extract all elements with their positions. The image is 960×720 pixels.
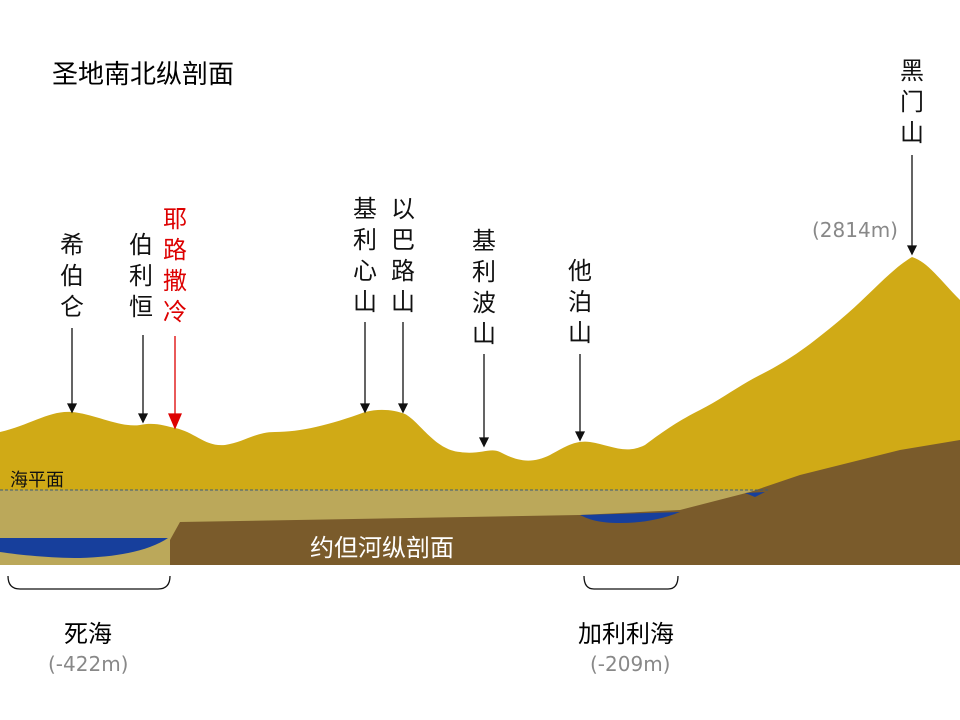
lake-elevation: (-209m)	[590, 652, 671, 676]
river-label: 约但河纵剖面	[310, 534, 454, 562]
peak-label: 黑门山	[900, 57, 924, 147]
lake-name: 加利利海	[578, 620, 674, 648]
peak-label: 他泊山	[568, 257, 592, 347]
peak-label: 基利波山	[472, 227, 496, 348]
title: 圣地南北纵剖面	[52, 60, 235, 90]
lake-elevation: (-422m)	[48, 652, 129, 676]
braces	[7, 575, 679, 590]
peak-label: 以巴路山	[391, 195, 415, 316]
arrows	[66, 155, 918, 448]
peak-elevation: (2814m)	[812, 218, 898, 242]
jordan-valley-ground	[170, 440, 960, 565]
sea-of-galilee	[580, 512, 680, 523]
lake-name: 死海	[64, 620, 112, 648]
peak-label: 伯利恒	[129, 231, 153, 321]
peak-label: 希伯仑	[60, 231, 84, 321]
lake-huleh	[745, 492, 765, 497]
terrain	[0, 257, 960, 490]
sea-level-label: 海平面	[10, 470, 64, 491]
peak-label: 基利心山	[353, 195, 377, 316]
peak-label: 耶路撒冷	[163, 205, 187, 326]
dead-sea	[0, 538, 168, 558]
